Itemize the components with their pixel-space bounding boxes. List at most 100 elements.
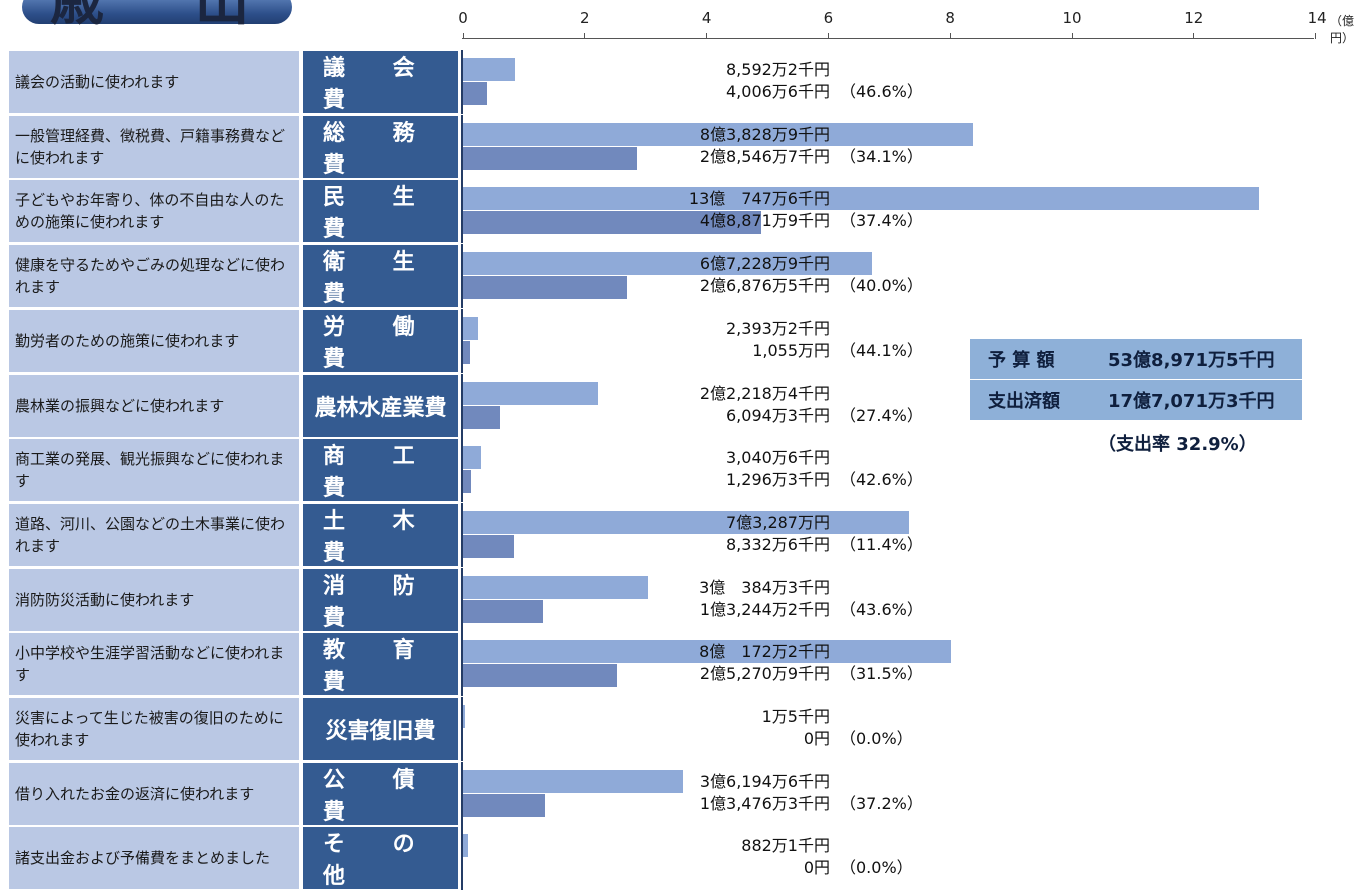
expenditure-row: 災害によって生じた被害の復旧のために使われます 災害復旧費 1万5千円 0円 （0.0%… <box>0 697 1372 761</box>
spent-bar <box>463 405 501 429</box>
spend-rate-label: （40.0%） <box>840 276 923 296</box>
expenditure-row: 消防防災活動に使われます消 防 費 3億 384万3千円 1億3,244万2千円 （4… <box>0 567 1372 632</box>
spent-bar <box>463 82 488 105</box>
budget-total-box: 予 算 額 53億8,971万5千円 <box>970 339 1302 379</box>
spent-bar <box>463 599 544 623</box>
budget-value-label: 1万5千円 <box>761 707 830 726</box>
x-axis-tick <box>584 33 586 39</box>
spent-bar <box>463 534 514 558</box>
spent-value-label: 2億8,546万7千円 <box>699 146 830 166</box>
chart-title: 歳出 <box>0 0 300 36</box>
category-description: 健康を守るためやごみの処理などに使われます <box>9 245 299 308</box>
category-label: 農林水産業費 <box>303 374 458 437</box>
budget-bar <box>463 316 478 340</box>
budget-bar <box>463 187 1259 211</box>
spend-rate-label: （31.5%） <box>840 664 923 684</box>
spent-bar <box>463 793 546 817</box>
budget-value-label: 3,040万6千円 <box>726 448 830 468</box>
axis-baseline <box>461 244 463 309</box>
spend-rate-label: （37.2%） <box>840 793 923 813</box>
category-label: そ の 他 <box>303 827 458 890</box>
axis-baseline <box>461 373 463 438</box>
category-label: 総 務 費 <box>303 115 458 178</box>
category-description: 子どもやお年寄り、体の不自由な人のための施策に使われます <box>9 180 299 243</box>
axis-baseline <box>461 502 463 567</box>
axis-baseline <box>461 761 463 826</box>
spend-rate-label: （0.0%） <box>840 858 913 878</box>
spent-total-box: 支出済額 17億7,071万3千円 <box>970 380 1302 420</box>
spent-bar <box>463 340 470 364</box>
x-tick-label: 2 <box>580 9 590 27</box>
expenditure-row: 道路、河川、公園などの土木事業に使われます土 木 費 7億3,287万円 8,332… <box>0 502 1372 567</box>
expenditure-row: 勤労者のための施策に使われます労 働 費 2,393万2千円 1,055万円 （44.… <box>0 308 1372 373</box>
budget-value-label: 8,592万2千円 <box>726 60 830 79</box>
category-description: 議会の活動に使われます <box>9 51 299 113</box>
budget-value-label: 3億6,194万6千円 <box>699 771 830 791</box>
spent-value-label: 1,296万3千円 <box>726 470 830 490</box>
spent-bar <box>463 470 471 494</box>
category-description: 借り入れたお金の返済に使われます <box>9 762 299 825</box>
spend-rate: （支出率 32.9%） <box>1098 434 1257 455</box>
x-axis-unit: （億円） <box>1330 14 1355 45</box>
category-description: 農林業の振興などに使われます <box>9 374 299 437</box>
budget-bar <box>463 510 910 534</box>
title-banner <box>22 0 292 24</box>
axis-baseline <box>461 697 463 761</box>
category-label: 教 育 費 <box>303 633 458 696</box>
spent-value-label: 0円 <box>803 729 830 748</box>
x-axis-tick <box>1315 33 1317 39</box>
spend-rate-label: （43.6%） <box>840 599 923 619</box>
spent-total-value: 17億7,071万3千円 <box>1108 391 1275 412</box>
expenditure-row: 借り入れたお金の返済に使われます公 債 費 3億6,194万6千円 1億3,476万… <box>0 761 1372 826</box>
expenditure-row: 農林業の振興などに使われます 農林水産業費 2億2,218万4千円 6,094万3千円… <box>0 373 1372 438</box>
budget-bar <box>463 834 469 858</box>
expenditure-row: 議会の活動に使われます議 会 費 8,592万2千円 4,006万6千円 （46.6%… <box>0 50 1372 114</box>
budget-bar <box>463 640 952 664</box>
budget-bar <box>463 58 516 81</box>
x-axis-tick <box>1071 33 1073 39</box>
x-axis-tick <box>706 33 708 39</box>
x-tick-label: 0 <box>458 9 468 27</box>
expenditure-row: 子どもやお年寄り、体の不自由な人のための施策に使われます民 生 費 13億 747… <box>0 179 1372 244</box>
x-tick-label: 14 <box>1307 9 1327 27</box>
spend-rate-label: （27.4%） <box>840 405 923 425</box>
x-tick-label: 6 <box>823 9 834 27</box>
spent-bar <box>463 664 618 688</box>
spent-value-label: 2億5,270万9千円 <box>699 664 830 684</box>
x-axis-tick <box>827 33 829 39</box>
category-description: 道路、河川、公園などの土木事業に使われます <box>9 503 299 566</box>
spent-bar <box>463 276 627 300</box>
spent-value-label: 8,332万6千円 <box>726 534 830 554</box>
spend-rate-label: （42.6%） <box>840 470 923 490</box>
budget-value-label: 882万1千円 <box>741 836 830 856</box>
budget-bar <box>463 381 599 405</box>
summary-panel: 予 算 額 53億8,971万5千円 支出済額 17億7,071万3千円 （支出… <box>970 339 1302 456</box>
x-axis-line <box>462 38 1314 39</box>
category-description: 勤労者のための施策に使われます <box>9 309 299 372</box>
x-tick-label: 10 <box>1062 9 1082 27</box>
title-glyph: 出 <box>195 0 249 32</box>
category-description: 一般管理経費、徴税費、戸籍事務費などに使われます <box>9 115 299 178</box>
x-tick-label: 4 <box>701 9 712 27</box>
x-tick-label: 12 <box>1184 9 1204 27</box>
budget-value-label: 13億 747万6千円 <box>688 189 830 209</box>
spend-rate-label: （34.1%） <box>840 146 923 166</box>
axis-baseline <box>461 632 463 697</box>
spent-value-label: 2億6,876万5千円 <box>699 276 830 296</box>
budget-value-label: 8億3,828万9千円 <box>699 124 830 144</box>
spent-value-label: 1,055万円 <box>752 340 830 360</box>
category-label: 民 生 費 <box>303 180 458 243</box>
axis-baseline <box>461 567 463 632</box>
category-label: 消 防 費 <box>303 568 458 631</box>
axis-baseline <box>461 114 463 179</box>
budget-total-value: 53億8,971万5千円 <box>1108 350 1275 371</box>
category-label: 土 木 費 <box>303 503 458 566</box>
budget-value-label: 8億 172万2千円 <box>699 642 830 662</box>
category-label: 公 債 費 <box>303 762 458 825</box>
spent-total-label: 支出済額 <box>988 391 1060 412</box>
budget-value-label: 6億7,228万9千円 <box>699 254 830 274</box>
expenditure-row: 商工業の発展、観光振興などに使われます商 工 費 3,040万6千円 1,296万3… <box>0 438 1372 503</box>
expenditure-row: 諸支出金および予備費をまとめましたそ の 他 882万1千円 0円 （0.0%） <box>0 826 1372 890</box>
spent-value-label: 0円 <box>803 858 830 878</box>
spend-rate-label: （37.4%） <box>840 211 923 231</box>
